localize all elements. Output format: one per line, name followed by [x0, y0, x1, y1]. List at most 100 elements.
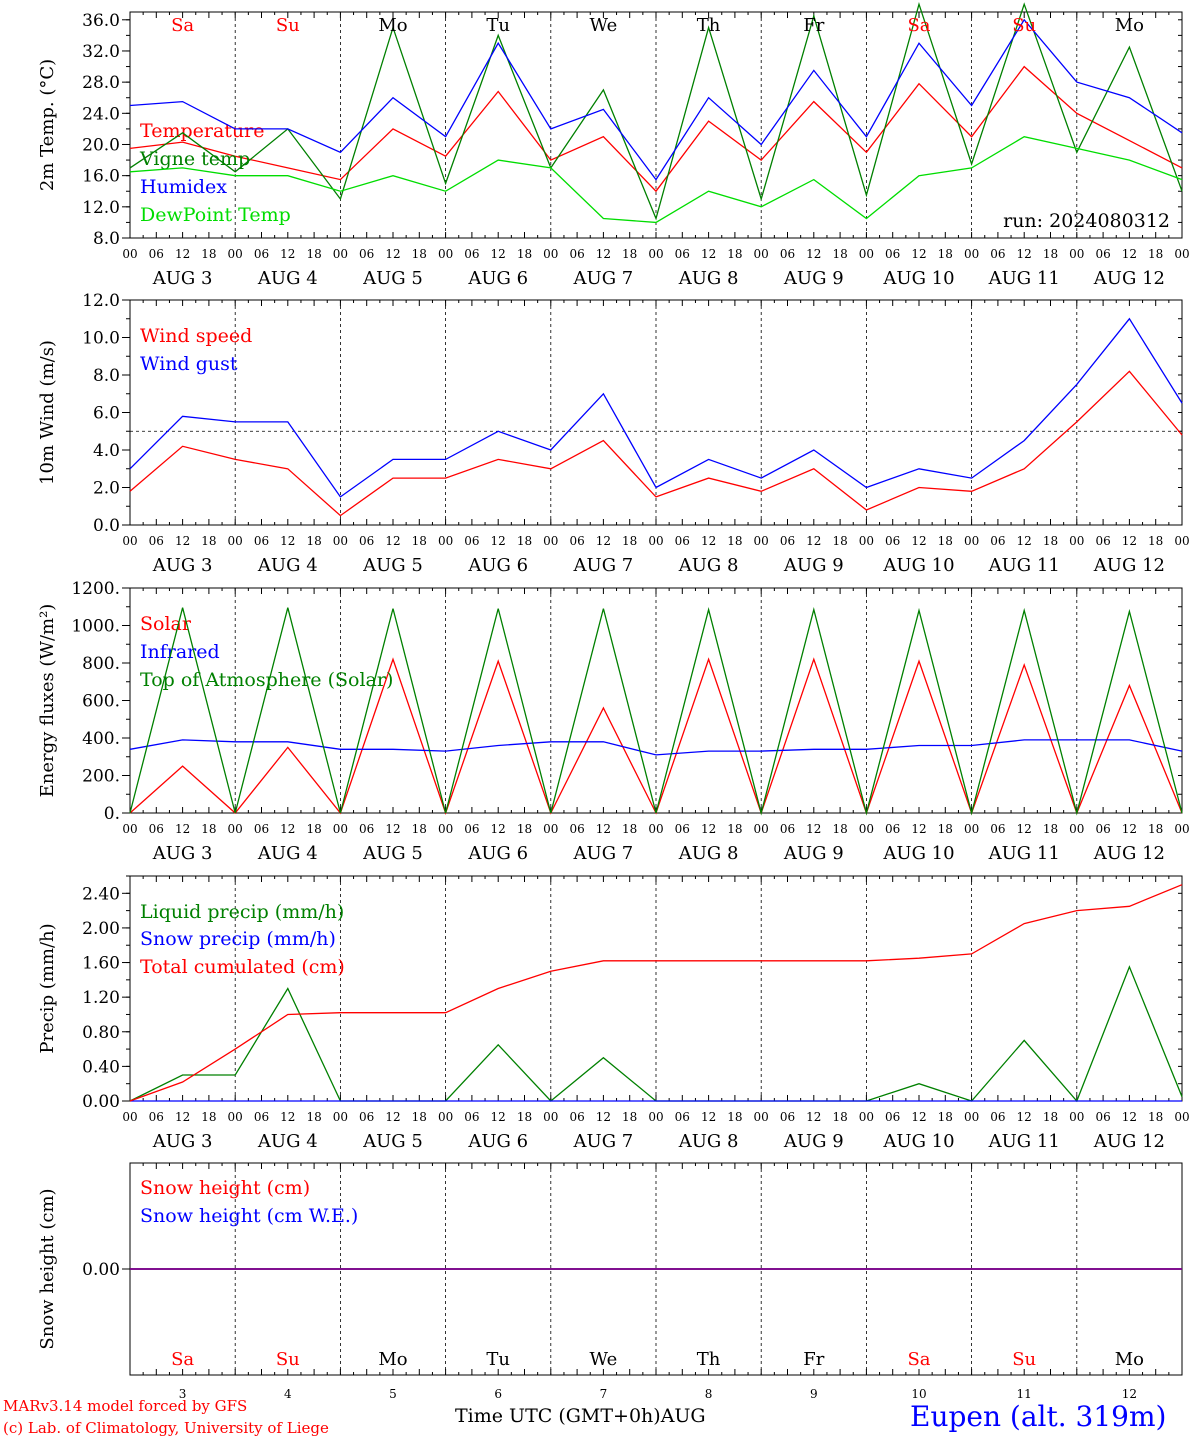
weekday-label-top: Su	[1012, 15, 1036, 36]
temp-hour-label: 06	[464, 247, 479, 261]
temp-hour-label: 12	[385, 247, 400, 261]
temp-hour-label: 12	[280, 247, 295, 261]
precip-day-label: AUG 12	[1093, 1131, 1165, 1152]
flux-hour-label: 00	[1069, 822, 1084, 836]
flux-hour-label: 00	[228, 822, 243, 836]
wind-hour-label: 18	[1148, 534, 1163, 548]
day-number-label: 12	[1122, 1387, 1137, 1401]
precip-ytick-label: 0.40	[82, 1057, 120, 1077]
weekday-label-bottom: We	[590, 1349, 618, 1370]
temp-legend-entry: DewPoint Temp	[140, 204, 291, 226]
flux-hour-label: 06	[1095, 822, 1110, 836]
temp-hour-label: 06	[885, 247, 900, 261]
wind-legend-entry: Wind gust	[140, 353, 238, 375]
flux-hour-label: 06	[780, 822, 795, 836]
flux-hour-label: 06	[254, 822, 269, 836]
wind-hour-label: 00	[648, 534, 663, 548]
temp-legend-entry: Temperature	[140, 120, 264, 142]
temp-hour-label: 00	[1174, 247, 1189, 261]
temp-day-label: AUG 7	[573, 268, 634, 289]
day-number-label: 3	[179, 1387, 187, 1401]
precip-hour-label: 12	[806, 1110, 821, 1124]
temp-ytick-label: 28.0	[82, 73, 120, 93]
temp-hour-label: 18	[201, 247, 216, 261]
snow-legend-entry: Snow height (cm)	[140, 1177, 310, 1199]
temp-hour-label: 18	[306, 247, 321, 261]
precip-hour-label: 18	[412, 1110, 427, 1124]
flux-hour-label: 12	[491, 822, 506, 836]
flux-ytick-label: 1000.	[71, 617, 120, 637]
weekday-label-top: Sa	[171, 15, 194, 36]
wind-ytick-label: 12.0	[82, 291, 120, 311]
wind-hour-label: 06	[254, 534, 269, 548]
temp-hour-label: 06	[359, 247, 374, 261]
wind-hour-label: 12	[701, 534, 716, 548]
temp-day-label: AUG 10	[882, 268, 954, 289]
day-number-label: 10	[911, 1387, 926, 1401]
wind-hour-label: 00	[438, 534, 453, 548]
flux-hour-label: 18	[306, 822, 321, 836]
flux-series-top-of-atmosphere-solar	[129, 607, 1183, 816]
precip-hour-label: 06	[885, 1110, 900, 1124]
wind-hour-label: 06	[149, 534, 164, 548]
wind-hour-label: 18	[622, 534, 637, 548]
x-axis-label: Time UTC (GMT+0h)AUG	[455, 1405, 706, 1427]
temp-hour-label: 06	[149, 247, 164, 261]
precip-day-label: AUG 8	[678, 1131, 739, 1152]
flux-hour-label: 18	[1043, 822, 1058, 836]
wind-hour-label: 12	[1122, 534, 1137, 548]
wind-hour-label: 12	[1017, 534, 1032, 548]
temp-hour-label: 12	[175, 247, 190, 261]
flux-day-label: AUG 4	[257, 843, 318, 864]
weekday-label-bottom: Th	[697, 1349, 721, 1370]
weekday-label-top: Mo	[378, 15, 407, 36]
precip-hour-label: 12	[385, 1110, 400, 1124]
temp-hour-label: 06	[780, 247, 795, 261]
precip-hour-label: 12	[701, 1110, 716, 1124]
flux-hour-label: 12	[701, 822, 716, 836]
wind-ytick-label: 4.0	[93, 441, 120, 461]
temp-hour-label: 06	[675, 247, 690, 261]
temp-ytick-label: 16.0	[82, 167, 120, 187]
weekday-label-top: Th	[697, 15, 721, 36]
temp-hour-label: 12	[596, 247, 611, 261]
weekday-label-top: Fr	[803, 15, 824, 36]
flux-legend-entry: Top of Atmosphere (Solar)	[140, 669, 393, 691]
flux-hour-label: 18	[622, 822, 637, 836]
temp-hour-label: 12	[1017, 247, 1032, 261]
precip-hour-label: 00	[228, 1110, 243, 1124]
temp-hour-label: 00	[754, 247, 769, 261]
weekday-label-top: We	[590, 15, 618, 36]
weekday-label-bottom: Sa	[171, 1349, 194, 1370]
wind-hour-label: 06	[990, 534, 1005, 548]
wind-day-label: AUG 5	[362, 555, 423, 576]
precip-day-label: AUG 4	[257, 1131, 318, 1152]
weekday-label-bottom: Tu	[486, 1349, 510, 1370]
temp-day-label: AUG 6	[467, 268, 528, 289]
temp-hour-label: 06	[1095, 247, 1110, 261]
panel-precip: 0.00 0.40 0.80 1.20 1.60 2.00 2.40 Precip (mm/h…	[37, 875, 1190, 1152]
wind-day-label: AUG 11	[988, 555, 1060, 576]
precip-ytick-label: 1.20	[82, 988, 120, 1008]
wind-y-axis-label: 10m Wind (m/s)	[37, 340, 58, 485]
precip-hour-label: 18	[1148, 1110, 1163, 1124]
run-label: run: 2024080312	[1003, 210, 1170, 232]
precip-day-label: AUG 9	[783, 1131, 844, 1152]
flux-hour-label: 12	[280, 822, 295, 836]
precip-hour-label: 12	[1122, 1110, 1137, 1124]
wind-frame	[129, 299, 1183, 526]
footer-model: MARv3.14 model forced by GFS	[3, 1397, 248, 1415]
wind-ytick-label: 2.0	[93, 479, 120, 499]
temp-series-vigne-temp	[129, 1, 1183, 221]
precip-hour-label: 18	[517, 1110, 532, 1124]
flux-hour-label: 12	[806, 822, 821, 836]
weekday-label-bottom: Sa	[907, 1349, 930, 1370]
wind-hour-label: 06	[675, 534, 690, 548]
wind-ytick-label: 10.0	[82, 329, 120, 349]
precip-hour-label: 12	[280, 1110, 295, 1124]
flux-legend-entry: Solar	[140, 613, 192, 635]
wind-hour-label: 00	[228, 534, 243, 548]
flux-ytick-label: 1200.	[71, 579, 120, 599]
precip-series-total-cumulated-cm	[129, 884, 1183, 1102]
